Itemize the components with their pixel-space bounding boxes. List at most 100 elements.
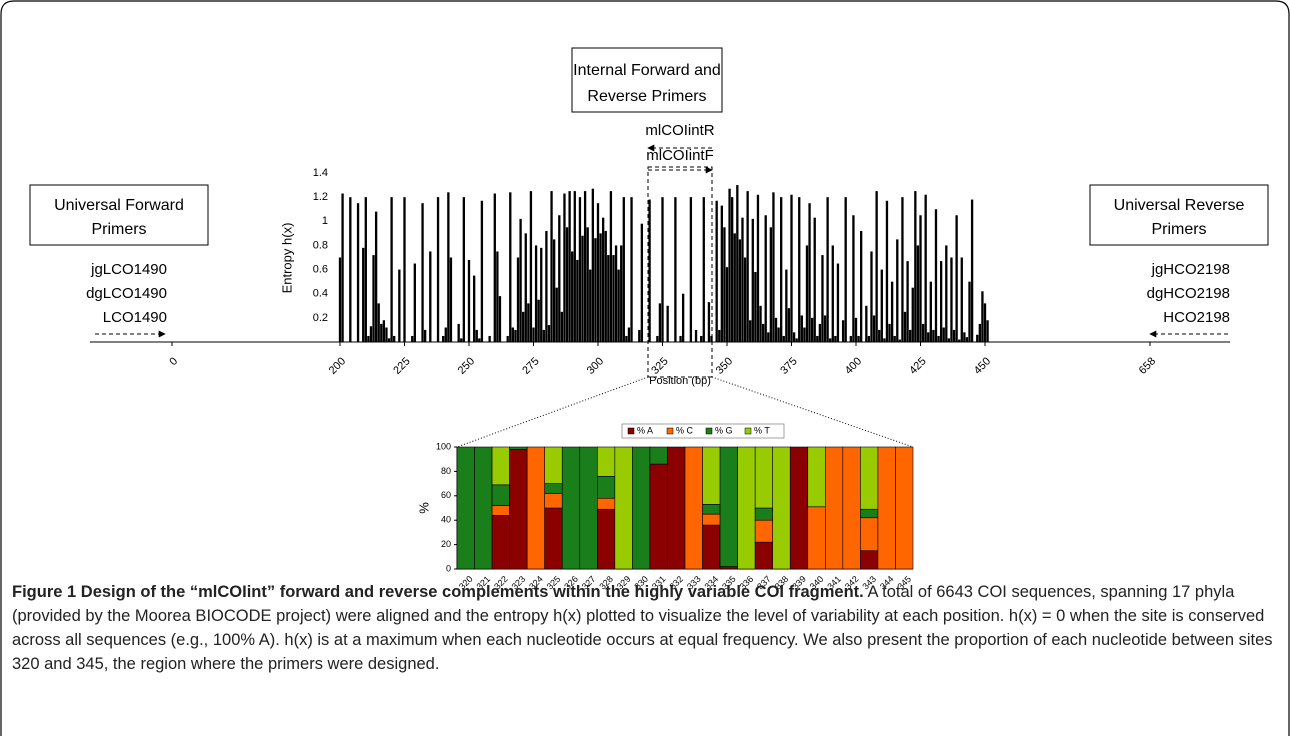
bar	[764, 215, 767, 342]
zoom-line	[456, 376, 649, 448]
bar	[952, 329, 956, 342]
bar	[743, 257, 747, 342]
bar	[798, 197, 801, 342]
bar-segment	[544, 507, 563, 570]
bar	[792, 332, 796, 342]
bar-segment	[754, 519, 773, 543]
bar-segment	[544, 493, 563, 509]
bar	[625, 335, 628, 342]
bar	[599, 233, 602, 342]
bar	[805, 245, 809, 342]
x-tick-label: 325	[649, 355, 670, 376]
bar	[715, 200, 718, 342]
bar	[393, 335, 396, 342]
bar	[841, 320, 845, 342]
bar	[720, 205, 724, 342]
bar	[591, 188, 595, 342]
bar	[785, 269, 788, 342]
bar	[831, 245, 834, 342]
bar	[550, 191, 553, 342]
y-tick-label: 100	[436, 441, 451, 451]
bar	[810, 317, 814, 342]
bar	[589, 269, 592, 342]
primer: mlCOIintF	[646, 147, 714, 164]
x-tick-label: 400	[843, 355, 864, 376]
bar	[506, 335, 509, 342]
bar	[821, 255, 824, 342]
legend-swatch	[627, 427, 635, 435]
bar	[447, 192, 450, 342]
bar	[919, 215, 922, 342]
bar-segment	[684, 446, 703, 570]
bar	[893, 335, 896, 342]
bar	[834, 335, 837, 342]
bar	[573, 191, 576, 342]
primer: dgHCO2198	[1147, 285, 1230, 302]
bar	[914, 191, 917, 342]
bar	[875, 191, 878, 342]
bar	[594, 238, 597, 342]
bar	[666, 305, 669, 342]
x-tick-label: 250	[456, 355, 477, 376]
box-text: Universal Forward	[54, 197, 184, 214]
bar	[547, 325, 551, 342]
bar	[617, 269, 620, 342]
bar	[640, 223, 644, 342]
bar	[976, 334, 979, 342]
bar	[398, 269, 401, 342]
bar	[795, 338, 798, 342]
bar	[374, 211, 378, 342]
bar-segment	[877, 446, 896, 570]
bar	[694, 329, 698, 342]
bar	[627, 327, 631, 342]
bar	[681, 293, 685, 342]
bar-segment	[509, 446, 528, 450]
bar	[467, 259, 471, 342]
bar	[480, 200, 484, 342]
bar	[604, 230, 607, 342]
bar	[880, 269, 883, 342]
bar-segment	[544, 483, 563, 494]
bar	[638, 329, 641, 342]
bar	[947, 338, 951, 342]
bar	[896, 239, 899, 342]
bar-segment	[474, 446, 493, 570]
bar	[878, 329, 881, 342]
bar	[449, 257, 453, 342]
bar	[950, 257, 953, 342]
bar	[462, 197, 466, 342]
bar	[865, 305, 868, 342]
forward-box	[29, 184, 209, 246]
bar	[867, 335, 871, 342]
legend-swatch	[666, 427, 674, 435]
x-tick-label: 225	[391, 355, 412, 376]
y-tick-label: 0.8	[313, 239, 328, 251]
bar-segment	[491, 505, 510, 516]
bar	[369, 326, 373, 342]
x-tick-label: 300	[585, 355, 606, 376]
bar-segment	[491, 446, 510, 486]
bar	[986, 320, 989, 342]
bar	[942, 327, 945, 342]
bar	[859, 230, 863, 342]
y-tick-label: 1.2	[313, 191, 328, 203]
box-text: Primers	[1151, 221, 1206, 238]
primer: dgLCO1490	[86, 285, 167, 302]
bar	[601, 217, 605, 342]
bar	[413, 263, 416, 342]
bar	[444, 327, 447, 342]
bar	[965, 337, 969, 342]
bar	[816, 335, 819, 342]
bar	[754, 271, 757, 342]
bar	[442, 335, 445, 342]
bar	[749, 320, 752, 342]
bar	[818, 323, 822, 342]
bar	[718, 329, 721, 342]
bar	[423, 329, 427, 342]
bar	[767, 332, 770, 342]
bar	[614, 245, 618, 342]
x-tick-label: 0	[167, 355, 180, 368]
bar-segment	[754, 507, 773, 521]
bar-segment	[579, 446, 598, 570]
